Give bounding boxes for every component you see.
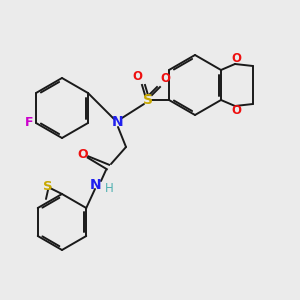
Text: O: O: [231, 52, 241, 65]
Text: N: N: [90, 178, 102, 192]
Text: O: O: [160, 73, 170, 85]
Text: H: H: [105, 182, 113, 196]
Text: S: S: [143, 93, 153, 107]
Text: N: N: [112, 115, 124, 129]
Text: O: O: [132, 70, 142, 83]
Text: S: S: [43, 179, 53, 193]
Text: F: F: [25, 116, 33, 128]
Text: O: O: [231, 104, 241, 118]
Text: O: O: [78, 148, 88, 161]
